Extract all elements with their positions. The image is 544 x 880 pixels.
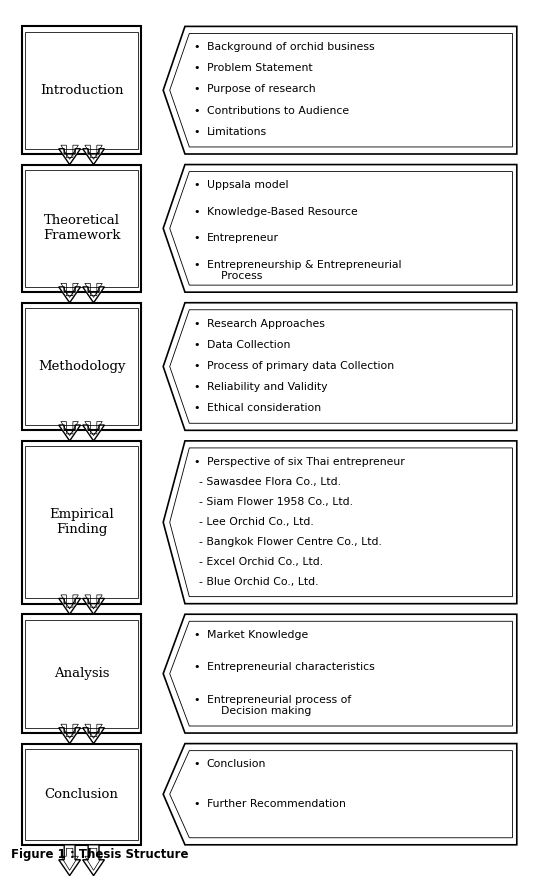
Text: - Excel Orchid Co., Ltd.: - Excel Orchid Co., Ltd. [199,557,323,568]
Polygon shape [170,751,512,838]
Bar [22,165,141,292]
Bar [22,303,141,430]
Text: Contributions to Audience: Contributions to Audience [207,106,349,115]
Text: •: • [193,340,200,349]
Polygon shape [59,425,81,441]
Text: Knowledge-Based Resource: Knowledge-Based Resource [207,207,357,216]
Text: Introduction: Introduction [40,84,123,97]
Text: Theoretical
Framework: Theoretical Framework [43,215,120,242]
Polygon shape [59,728,81,744]
Text: Entrepreneurial characteristics: Entrepreneurial characteristics [207,663,374,672]
Text: •: • [193,403,200,413]
Text: Methodology: Methodology [38,360,125,373]
Bar [22,441,141,604]
Text: •: • [193,106,200,115]
Text: •: • [193,457,200,466]
Text: •: • [193,382,200,392]
Text: •: • [193,127,200,136]
Text: •: • [193,361,200,370]
Polygon shape [83,598,104,614]
Text: - Siam Flower 1958 Co., Ltd.: - Siam Flower 1958 Co., Ltd. [199,497,353,507]
Polygon shape [163,165,517,292]
Polygon shape [163,441,517,604]
Polygon shape [59,845,81,876]
Bar [25,170,138,287]
Text: •: • [193,84,200,94]
Text: Limitations: Limitations [207,127,267,136]
Polygon shape [163,26,517,154]
Bar [25,32,138,149]
Polygon shape [170,172,512,285]
Text: •: • [193,759,200,769]
Polygon shape [170,310,512,423]
Polygon shape [83,149,104,165]
Text: Uppsala model: Uppsala model [207,180,288,190]
Text: Conclusion: Conclusion [45,788,119,801]
Text: Reliability and Validity: Reliability and Validity [207,382,327,392]
Text: Research Approaches: Research Approaches [207,319,325,328]
Text: •: • [193,694,200,705]
Bar [25,620,138,728]
Text: •: • [193,180,200,190]
Text: Ethical consideration: Ethical consideration [207,403,321,413]
Polygon shape [59,287,81,303]
Bar [22,744,141,845]
Polygon shape [83,845,104,876]
Polygon shape [170,448,512,597]
Text: Data Collection: Data Collection [207,340,290,349]
Text: •: • [193,207,200,216]
Text: - Blue Orchid Co., Ltd.: - Blue Orchid Co., Ltd. [199,577,318,588]
Text: - Bangkok Flower Centre Co., Ltd.: - Bangkok Flower Centre Co., Ltd. [199,537,381,547]
Polygon shape [163,744,517,845]
Text: - Lee Orchid Co., Ltd.: - Lee Orchid Co., Ltd. [199,517,313,527]
Text: •: • [193,233,200,243]
Text: •: • [193,42,200,52]
Polygon shape [83,425,104,441]
Bar [22,614,141,733]
Text: Problem Statement: Problem Statement [207,63,312,73]
Text: •: • [193,63,200,73]
Text: Figure 1 : Thesis Structure: Figure 1 : Thesis Structure [11,847,188,861]
Text: •: • [193,663,200,672]
Text: Analysis: Analysis [54,667,109,680]
Polygon shape [163,614,517,733]
Polygon shape [83,287,104,303]
Polygon shape [170,621,512,726]
Text: Purpose of research: Purpose of research [207,84,316,94]
Text: Entrepreneurship & Entrepreneurial
    Process: Entrepreneurship & Entrepreneurial Proce… [207,260,401,282]
Text: Entrepreneur: Entrepreneur [207,233,279,243]
Polygon shape [170,33,512,147]
Bar [25,446,138,598]
Text: •: • [193,319,200,328]
Text: Entrepreneurial process of
    Decision making: Entrepreneurial process of Decision maki… [207,694,351,716]
Bar [25,749,138,840]
Text: •: • [193,799,200,809]
Text: •: • [193,260,200,269]
Text: •: • [193,630,200,640]
Text: Empirical
Finding: Empirical Finding [49,509,114,536]
Text: - Sawasdee Flora Co., Ltd.: - Sawasdee Flora Co., Ltd. [199,477,341,487]
Bar [25,308,138,425]
Polygon shape [59,598,81,614]
Text: Perspective of six Thai entrepreneur: Perspective of six Thai entrepreneur [207,457,405,466]
Text: Conclusion: Conclusion [207,759,266,769]
Text: Background of orchid business: Background of orchid business [207,42,374,52]
Bar [22,26,141,154]
Text: Market Knowledge: Market Knowledge [207,630,308,640]
Polygon shape [163,303,517,430]
Text: Process of primary data Collection: Process of primary data Collection [207,361,394,370]
Polygon shape [59,149,81,165]
Text: Further Recommendation: Further Recommendation [207,799,345,809]
Polygon shape [83,728,104,744]
